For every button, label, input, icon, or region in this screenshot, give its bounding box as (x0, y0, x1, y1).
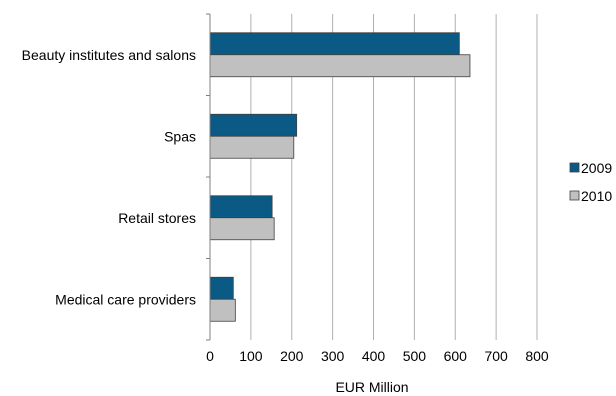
x-tick-label: 800 (525, 348, 549, 364)
bar-2009 (209, 195, 273, 219)
bar-2010 (209, 217, 275, 241)
x-axis-title: EUR Million (335, 379, 408, 395)
x-tick-label: 500 (403, 348, 427, 364)
category-labels: Beauty institutes and salons Spas Retail s… (22, 47, 196, 308)
bar-2009 (209, 32, 460, 56)
bars (209, 32, 471, 322)
x-tick-label: 300 (321, 348, 345, 364)
bar-2010 (209, 298, 236, 322)
legend-swatch (569, 190, 580, 201)
x-tick-label: 400 (362, 348, 386, 364)
legend-label: 2010 (581, 188, 612, 204)
category-label: Retail stores (118, 210, 196, 226)
legend-swatch (569, 162, 580, 173)
x-tick-label: 100 (239, 348, 263, 364)
category-label: Beauty institutes and salons (22, 47, 196, 63)
category-label: Medical care providers (55, 291, 196, 307)
bar-2010 (209, 135, 295, 159)
axes (206, 13, 211, 341)
bar-2010 (209, 54, 471, 78)
tick-labels: 0 100 200 300 400 500 600 700 800 (206, 348, 549, 364)
category-label: Spas (164, 128, 196, 144)
x-tick-label: 0 (206, 348, 214, 364)
bar-2009 (209, 276, 234, 300)
bar-2009 (209, 113, 298, 137)
legend: 2009 2010 (569, 160, 612, 204)
legend-label: 2009 (581, 160, 612, 176)
x-tick-label: 600 (444, 348, 468, 364)
x-tick-label: 700 (484, 348, 508, 364)
x-tick-label: 200 (280, 348, 304, 364)
